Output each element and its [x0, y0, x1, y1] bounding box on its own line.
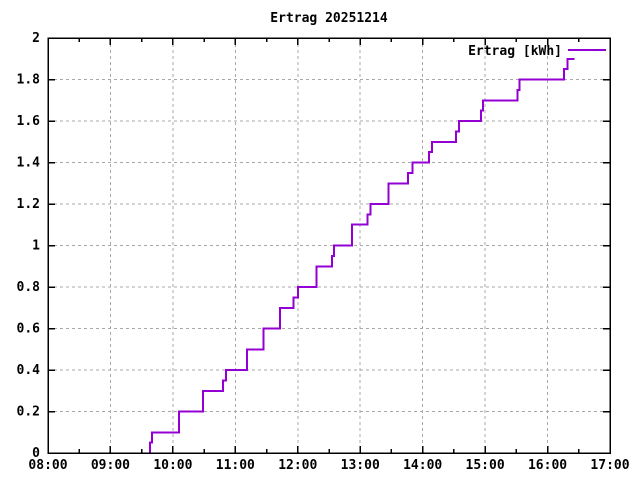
plot-border — [47, 37, 611, 454]
y-tick-label: 1.8 — [17, 73, 41, 88]
axis-labels: 08:00 09:00 10:00 11:00 12:00 13:00 14:00 15:00… — [17, 31, 630, 473]
y-tick-label: 1 — [32, 239, 40, 254]
y-tick-label: 1.4 — [17, 156, 41, 171]
gridlines — [48, 38, 610, 453]
y-tick-label: 2 — [32, 31, 40, 46]
y-tick-label: 0 — [32, 446, 40, 461]
y-tick-label: 0.4 — [17, 363, 41, 378]
chart-title: Ertrag 20251214 — [270, 11, 388, 26]
x-tick-label: 12:00 — [278, 458, 317, 473]
x-tick-label: 09:00 — [91, 458, 130, 473]
x-tick-label: 17:00 — [590, 458, 629, 473]
x-tick-label: 14:00 — [403, 458, 442, 473]
x-tick-label: 08:00 — [28, 458, 67, 473]
y-tick-label: 1.2 — [17, 197, 40, 212]
x-tick-label: 15:00 — [466, 458, 505, 473]
legend-label: Ertrag [kWh] — [468, 44, 562, 59]
y-tick-label: 0.8 — [17, 280, 41, 295]
series-layer — [149, 57, 575, 454]
y-tick-label: 1.6 — [17, 114, 41, 129]
x-tick-label: 10:00 — [153, 458, 192, 473]
y-tick-label: 0.6 — [17, 322, 41, 337]
y-tick-label: 0.2 — [17, 405, 40, 420]
series-step-line — [149, 57, 575, 454]
x-tick-label: 16:00 — [528, 458, 567, 473]
x-tick-label: 13:00 — [341, 458, 380, 473]
x-tick-label: 11:00 — [216, 458, 255, 473]
